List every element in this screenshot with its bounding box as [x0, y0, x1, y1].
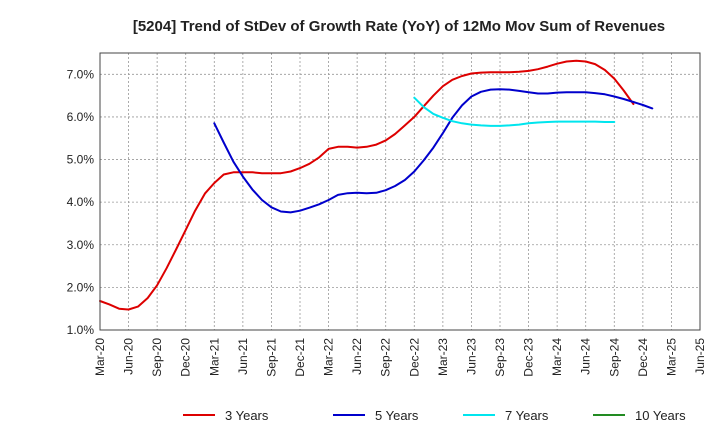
legend-label-5-years: 5 Years	[375, 408, 419, 423]
plot-background	[100, 53, 700, 330]
x-tick-label: Mar-23	[436, 338, 450, 376]
x-tick-label: Sep-21	[264, 338, 278, 377]
y-tick-label: 1.0%	[67, 323, 95, 337]
y-tick-label: 4.0%	[67, 195, 95, 209]
x-tick-label: Mar-21	[207, 338, 221, 376]
axis-layer: Mar-20 Jun-20 Sep-20 Dec-20 Mar-21 Jun-21 Sep-…	[67, 67, 707, 376]
series-line-3-years	[99, 59, 635, 311]
x-tick-label: Jun-25	[693, 338, 707, 375]
series-line-5-years	[213, 88, 654, 214]
y-tick-label: 7.0%	[67, 67, 95, 81]
x-tick-label: Jun-21	[236, 338, 250, 375]
x-tick-label: Sep-22	[379, 338, 393, 377]
y-tick-label: 5.0%	[67, 153, 95, 167]
x-tick-label: Dec-23	[522, 338, 536, 377]
x-tick-label: Mar-25	[664, 338, 678, 376]
legend-label-3-years: 3 Years	[225, 408, 269, 423]
x-tick-label: Jun-23	[464, 338, 478, 375]
x-tick-label: Dec-22	[407, 338, 421, 377]
x-tick-label: Dec-21	[293, 338, 307, 377]
x-tick-label: Mar-20	[93, 338, 107, 376]
legend-label-10-years: 10 Years	[635, 408, 686, 423]
y-tick-label: 2.0%	[67, 280, 95, 294]
legend-label-7-years: 7 Years	[505, 408, 549, 423]
x-tick-label: Jun-22	[350, 338, 364, 375]
x-tick-label: Sep-24	[607, 338, 621, 377]
x-tick-label: Jun-24	[579, 338, 593, 375]
plot-frame	[99, 52, 701, 331]
x-tick-label: Mar-24	[550, 338, 564, 376]
series-line-7-years	[413, 96, 616, 127]
y-tick-label: 3.0%	[67, 238, 95, 252]
legend: 3 Years 5 Years 7 Years 10 Years	[183, 408, 686, 423]
y-tick-label: 6.0%	[67, 110, 95, 124]
chart-title: [5204] Trend of StDev of Growth Rate (Yo…	[133, 18, 665, 35]
x-tick-label: Dec-20	[179, 338, 193, 377]
x-tick-label: Sep-20	[150, 338, 164, 377]
x-tick-label: Jun-20	[122, 338, 136, 375]
x-tick-label: Dec-24	[636, 338, 650, 377]
x-tick-label: Mar-22	[322, 338, 336, 376]
x-tick-label: Sep-23	[493, 338, 507, 377]
series-layer	[99, 59, 654, 311]
